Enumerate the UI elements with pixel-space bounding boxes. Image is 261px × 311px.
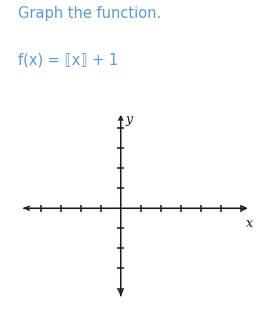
Text: y: y (125, 113, 132, 126)
Text: x: x (246, 217, 253, 230)
Text: Graph the function.: Graph the function. (18, 6, 162, 21)
Text: f(x) = ⟦x⟧ + 1: f(x) = ⟦x⟧ + 1 (18, 53, 118, 68)
